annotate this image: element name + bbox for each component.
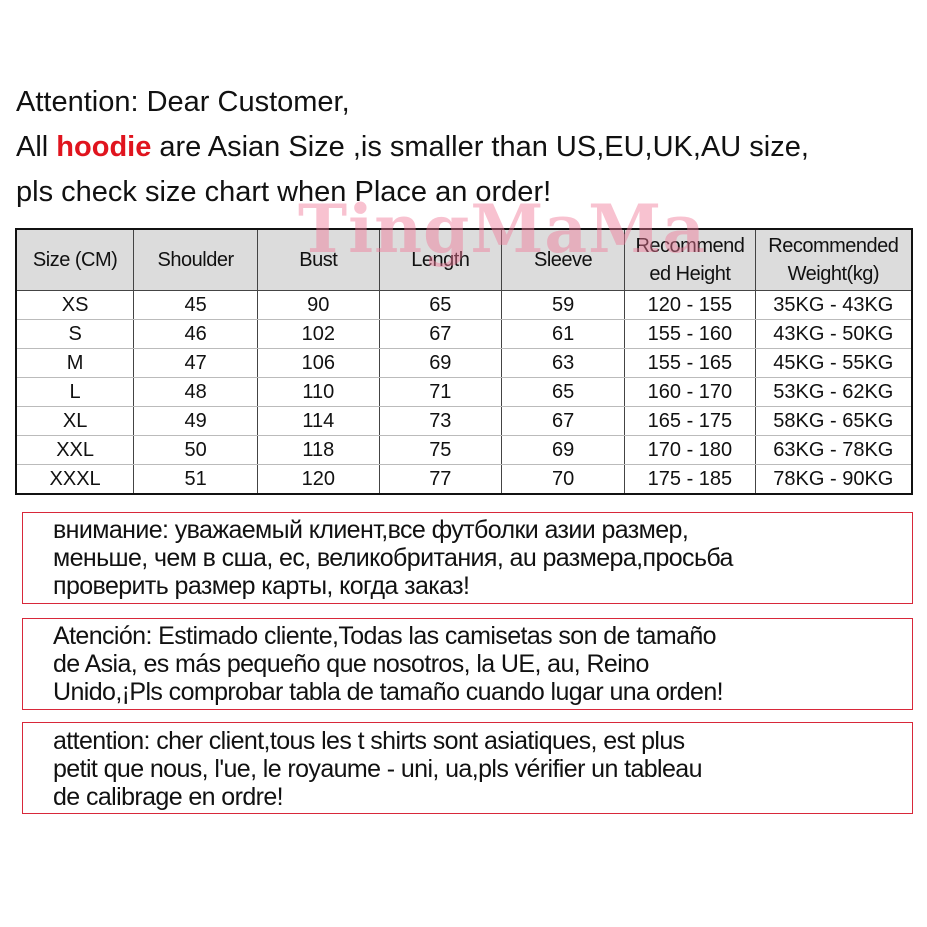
column-header: Shoulder <box>133 228 258 291</box>
intro-line-1: Attention: Dear Customer, <box>16 86 350 118</box>
table-cell: 51 <box>133 464 258 495</box>
table-cell: 114 <box>256 406 380 436</box>
table-cell: 160 - 170 <box>624 377 756 407</box>
column-header: Recommend ed Height <box>624 228 756 291</box>
table-row: S 46 102 67 61 155 - 160 43KG - 50KG <box>15 319 913 349</box>
table-cell: 165 - 175 <box>624 406 756 436</box>
table-cell: 61 <box>500 319 626 349</box>
intro-text: All <box>16 131 57 163</box>
attention-intro: Attention: Dear Customer, All hoodie are… <box>16 80 809 215</box>
table-cell: 106 <box>256 348 380 378</box>
notice-french: attention: cher client,tous les t shirts… <box>22 722 913 814</box>
table-cell: 59 <box>500 290 626 320</box>
column-header: Length <box>378 228 502 291</box>
intro-line-2: All hoodie are Asian Size ,is smaller th… <box>16 125 809 170</box>
table-cell: 53KG - 62KG <box>754 377 913 407</box>
size-chart-table: Size (CM) Shoulder Bust Length Sleeve Recomme… <box>15 228 913 495</box>
table-cell: L <box>15 377 135 407</box>
table-cell: 90 <box>256 290 380 320</box>
table-cell: 71 <box>378 377 502 407</box>
table-header-row: Size (CM) Shoulder Bust Length Sleeve Recomme… <box>15 228 913 291</box>
notice-line: de calibrage en ordre! <box>53 783 284 811</box>
table-cell: XXXL <box>15 464 135 495</box>
notice-line: проверить размер карты, когда заказ! <box>53 572 470 600</box>
table-cell: 77 <box>378 464 502 495</box>
table-cell: 50 <box>133 435 258 465</box>
table-cell: 102 <box>256 319 380 349</box>
table-row: M 47 106 69 63 155 - 165 45KG - 55KG <box>15 348 913 378</box>
table-row: XXL 50 118 75 69 170 - 180 63KG - 78KG <box>15 435 913 465</box>
table-row: XXXL 51 120 77 70 175 - 185 78KG - 90KG <box>15 464 913 495</box>
table-cell: 110 <box>256 377 380 407</box>
table-row: XS 45 90 65 59 120 - 155 35KG - 43KG <box>15 290 913 320</box>
table-cell: 45 <box>133 290 258 320</box>
notice-line: меньше, чем в сша, ес, великобритания, a… <box>53 544 733 572</box>
table-cell: 48 <box>133 377 258 407</box>
intro-text: are Asian Size ,is smaller than US,EU,UK… <box>151 131 809 163</box>
column-header: Size (CM) <box>15 228 135 291</box>
table-cell: XL <box>15 406 135 436</box>
table-row: L 48 110 71 65 160 - 170 53KG - 62KG <box>15 377 913 407</box>
table-cell: 45KG - 55KG <box>754 348 913 378</box>
notice-russian: внимание: уважаемый клиент,все футболки … <box>22 512 913 604</box>
table-cell: 155 - 165 <box>624 348 756 378</box>
notice-line: de Asia, es más pequeño que nosotros, la… <box>53 650 649 678</box>
table-cell: 58KG - 65KG <box>754 406 913 436</box>
notice-line: attention: cher client,tous les t shirts… <box>53 727 685 755</box>
table-cell: 67 <box>500 406 626 436</box>
notice-line: Atención: Estimado cliente,Todas las cam… <box>53 622 717 650</box>
table-cell: 63KG - 78KG <box>754 435 913 465</box>
table-cell: 65 <box>500 377 626 407</box>
table-cell: S <box>15 319 135 349</box>
table-cell: 120 <box>256 464 380 495</box>
table-cell: XXL <box>15 435 135 465</box>
table-cell: 70 <box>500 464 626 495</box>
table-cell: 120 - 155 <box>624 290 756 320</box>
column-header: Sleeve <box>500 228 626 291</box>
table-cell: 46 <box>133 319 258 349</box>
table-cell: XS <box>15 290 135 320</box>
product-highlight: hoodie <box>56 131 152 163</box>
intro-line-3: pls check size chart when Place an order… <box>16 176 552 208</box>
table-cell: 78KG - 90KG <box>754 464 913 495</box>
table-cell: 43KG - 50KG <box>754 319 913 349</box>
table-cell: 69 <box>500 435 626 465</box>
table-cell: 69 <box>378 348 502 378</box>
notice-spanish: Atención: Estimado cliente,Todas las cam… <box>22 618 913 710</box>
table-cell: 47 <box>133 348 258 378</box>
table-cell: 118 <box>256 435 380 465</box>
notice-line: petit que nous, l'ue, le royaume - uni, … <box>53 755 703 783</box>
column-header: Bust <box>256 228 380 291</box>
notice-line: внимание: уважаемый клиент,все футболки … <box>53 516 689 544</box>
table-cell: 35KG - 43KG <box>754 290 913 320</box>
table-cell: 73 <box>378 406 502 436</box>
table-cell: 155 - 160 <box>624 319 756 349</box>
table-cell: 175 - 185 <box>624 464 756 495</box>
table-cell: 63 <box>500 348 626 378</box>
notice-line: Unido,¡Pls comprobar tabla de tamaño cua… <box>53 678 724 706</box>
table-cell: 65 <box>378 290 502 320</box>
table-cell: M <box>15 348 135 378</box>
table-row: XL 49 114 73 67 165 - 175 58KG - 65KG <box>15 406 913 436</box>
table-cell: 170 - 180 <box>624 435 756 465</box>
table-cell: 49 <box>133 406 258 436</box>
table-cell: 75 <box>378 435 502 465</box>
table-cell: 67 <box>378 319 502 349</box>
column-header: Recommended Weight(kg) <box>754 228 913 291</box>
